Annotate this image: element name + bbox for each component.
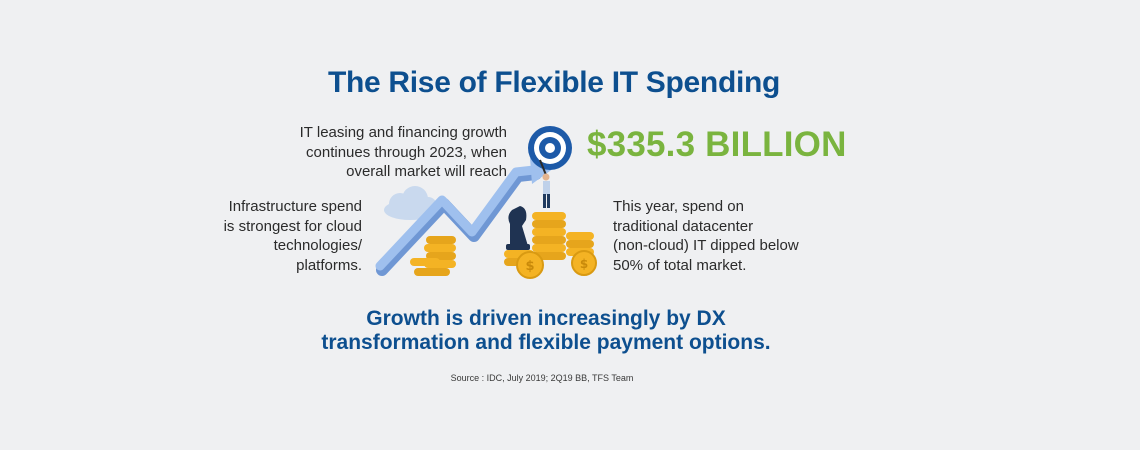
target-icon — [528, 126, 572, 170]
infra-line-1: Infrastructure spend — [228, 198, 362, 215]
conclusion-text: Growth is driven increasingly by DX tran… — [0, 307, 1092, 355]
infra-line-2: is strongest for cloud — [223, 217, 362, 235]
coin-stack-left-icon — [410, 236, 456, 276]
leasing-line-3: overall market will reach — [346, 163, 507, 180]
coin-stack-right-icon: $ $ — [504, 212, 597, 279]
datacenter-line-3: (non-cloud) IT dipped below — [613, 237, 799, 254]
svg-text:$: $ — [525, 259, 534, 274]
growth-illustration: $ $ — [375, 126, 597, 279]
conclusion-line-2: transformation and flexible payment opti… — [321, 331, 771, 354]
leasing-growth-text: IT leasing and financing growth continue… — [247, 123, 507, 182]
conclusion-line-1: Growth is driven increasingly by DX — [366, 307, 726, 330]
datacenter-line-4: 50% of total market. — [613, 256, 747, 274]
source-citation: Source : IDC, July 2019; 2Q19 BB, TFS Te… — [450, 373, 634, 383]
datacenter-line-2: traditional datacenter — [613, 217, 754, 235]
leasing-line-2: continues through 2023, when — [306, 143, 507, 161]
market-total-figure: $335.3 BILLION — [587, 125, 847, 164]
person-icon — [539, 159, 550, 208]
svg-text:$: $ — [580, 257, 588, 271]
infra-line-3: technologies/ — [273, 237, 362, 254]
leasing-line-1: IT leasing and financing growth — [299, 124, 507, 141]
infra-line-4: platforms. — [296, 256, 362, 274]
chess-knight-icon — [506, 206, 530, 250]
infrastructure-text: Infrastructure spend is strongest for cl… — [182, 197, 362, 275]
datacenter-line-1: This year, spend on — [613, 198, 744, 215]
page-title: The Rise of Flexible IT Spending — [327, 66, 781, 99]
datacenter-text: This year, spend on traditional datacent… — [613, 197, 843, 275]
